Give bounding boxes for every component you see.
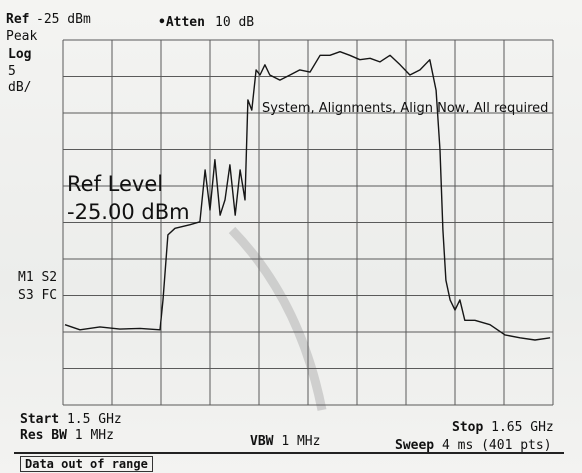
stop-value: 1.65 GHz xyxy=(491,420,554,435)
status-divider xyxy=(14,452,564,454)
vbw-value: 1 MHz xyxy=(281,434,320,449)
atten-label: •Atten xyxy=(158,15,205,30)
analyzer-screen: Ref -25 dBm •Atten 10 dB Peak Log 5 dB/ … xyxy=(0,0,582,473)
ref-level-title: Ref Level xyxy=(67,172,163,196)
marker-status: M1 S2 xyxy=(18,270,57,285)
res-bw-value: 1 MHz xyxy=(75,428,114,443)
scale-value: 5 xyxy=(8,64,16,79)
alignment-message: System, Alignments, Align Now, All requi… xyxy=(262,101,548,116)
res-bw-label: Res BW xyxy=(20,428,67,443)
scale-type: Log xyxy=(8,47,31,62)
detector: Peak xyxy=(6,29,37,44)
status-message: Data out of range xyxy=(20,456,153,472)
atten-value: 10 dB xyxy=(215,15,254,30)
ref-label: Ref xyxy=(6,12,29,27)
scale-unit: dB/ xyxy=(8,80,31,95)
stop-label: Stop xyxy=(452,420,483,435)
marker-status: S3 FC xyxy=(18,288,57,303)
sweep-value: 4 ms (401 pts) xyxy=(442,438,552,453)
start-value: 1.5 GHz xyxy=(67,412,122,427)
trace-display xyxy=(0,0,582,473)
ref-value: -25 dBm xyxy=(36,12,91,27)
sweep-label: Sweep xyxy=(395,438,434,453)
start-label: Start xyxy=(20,412,59,427)
ref-level-value: -25.00 dBm xyxy=(67,200,190,224)
vbw-label: VBW xyxy=(250,434,273,449)
